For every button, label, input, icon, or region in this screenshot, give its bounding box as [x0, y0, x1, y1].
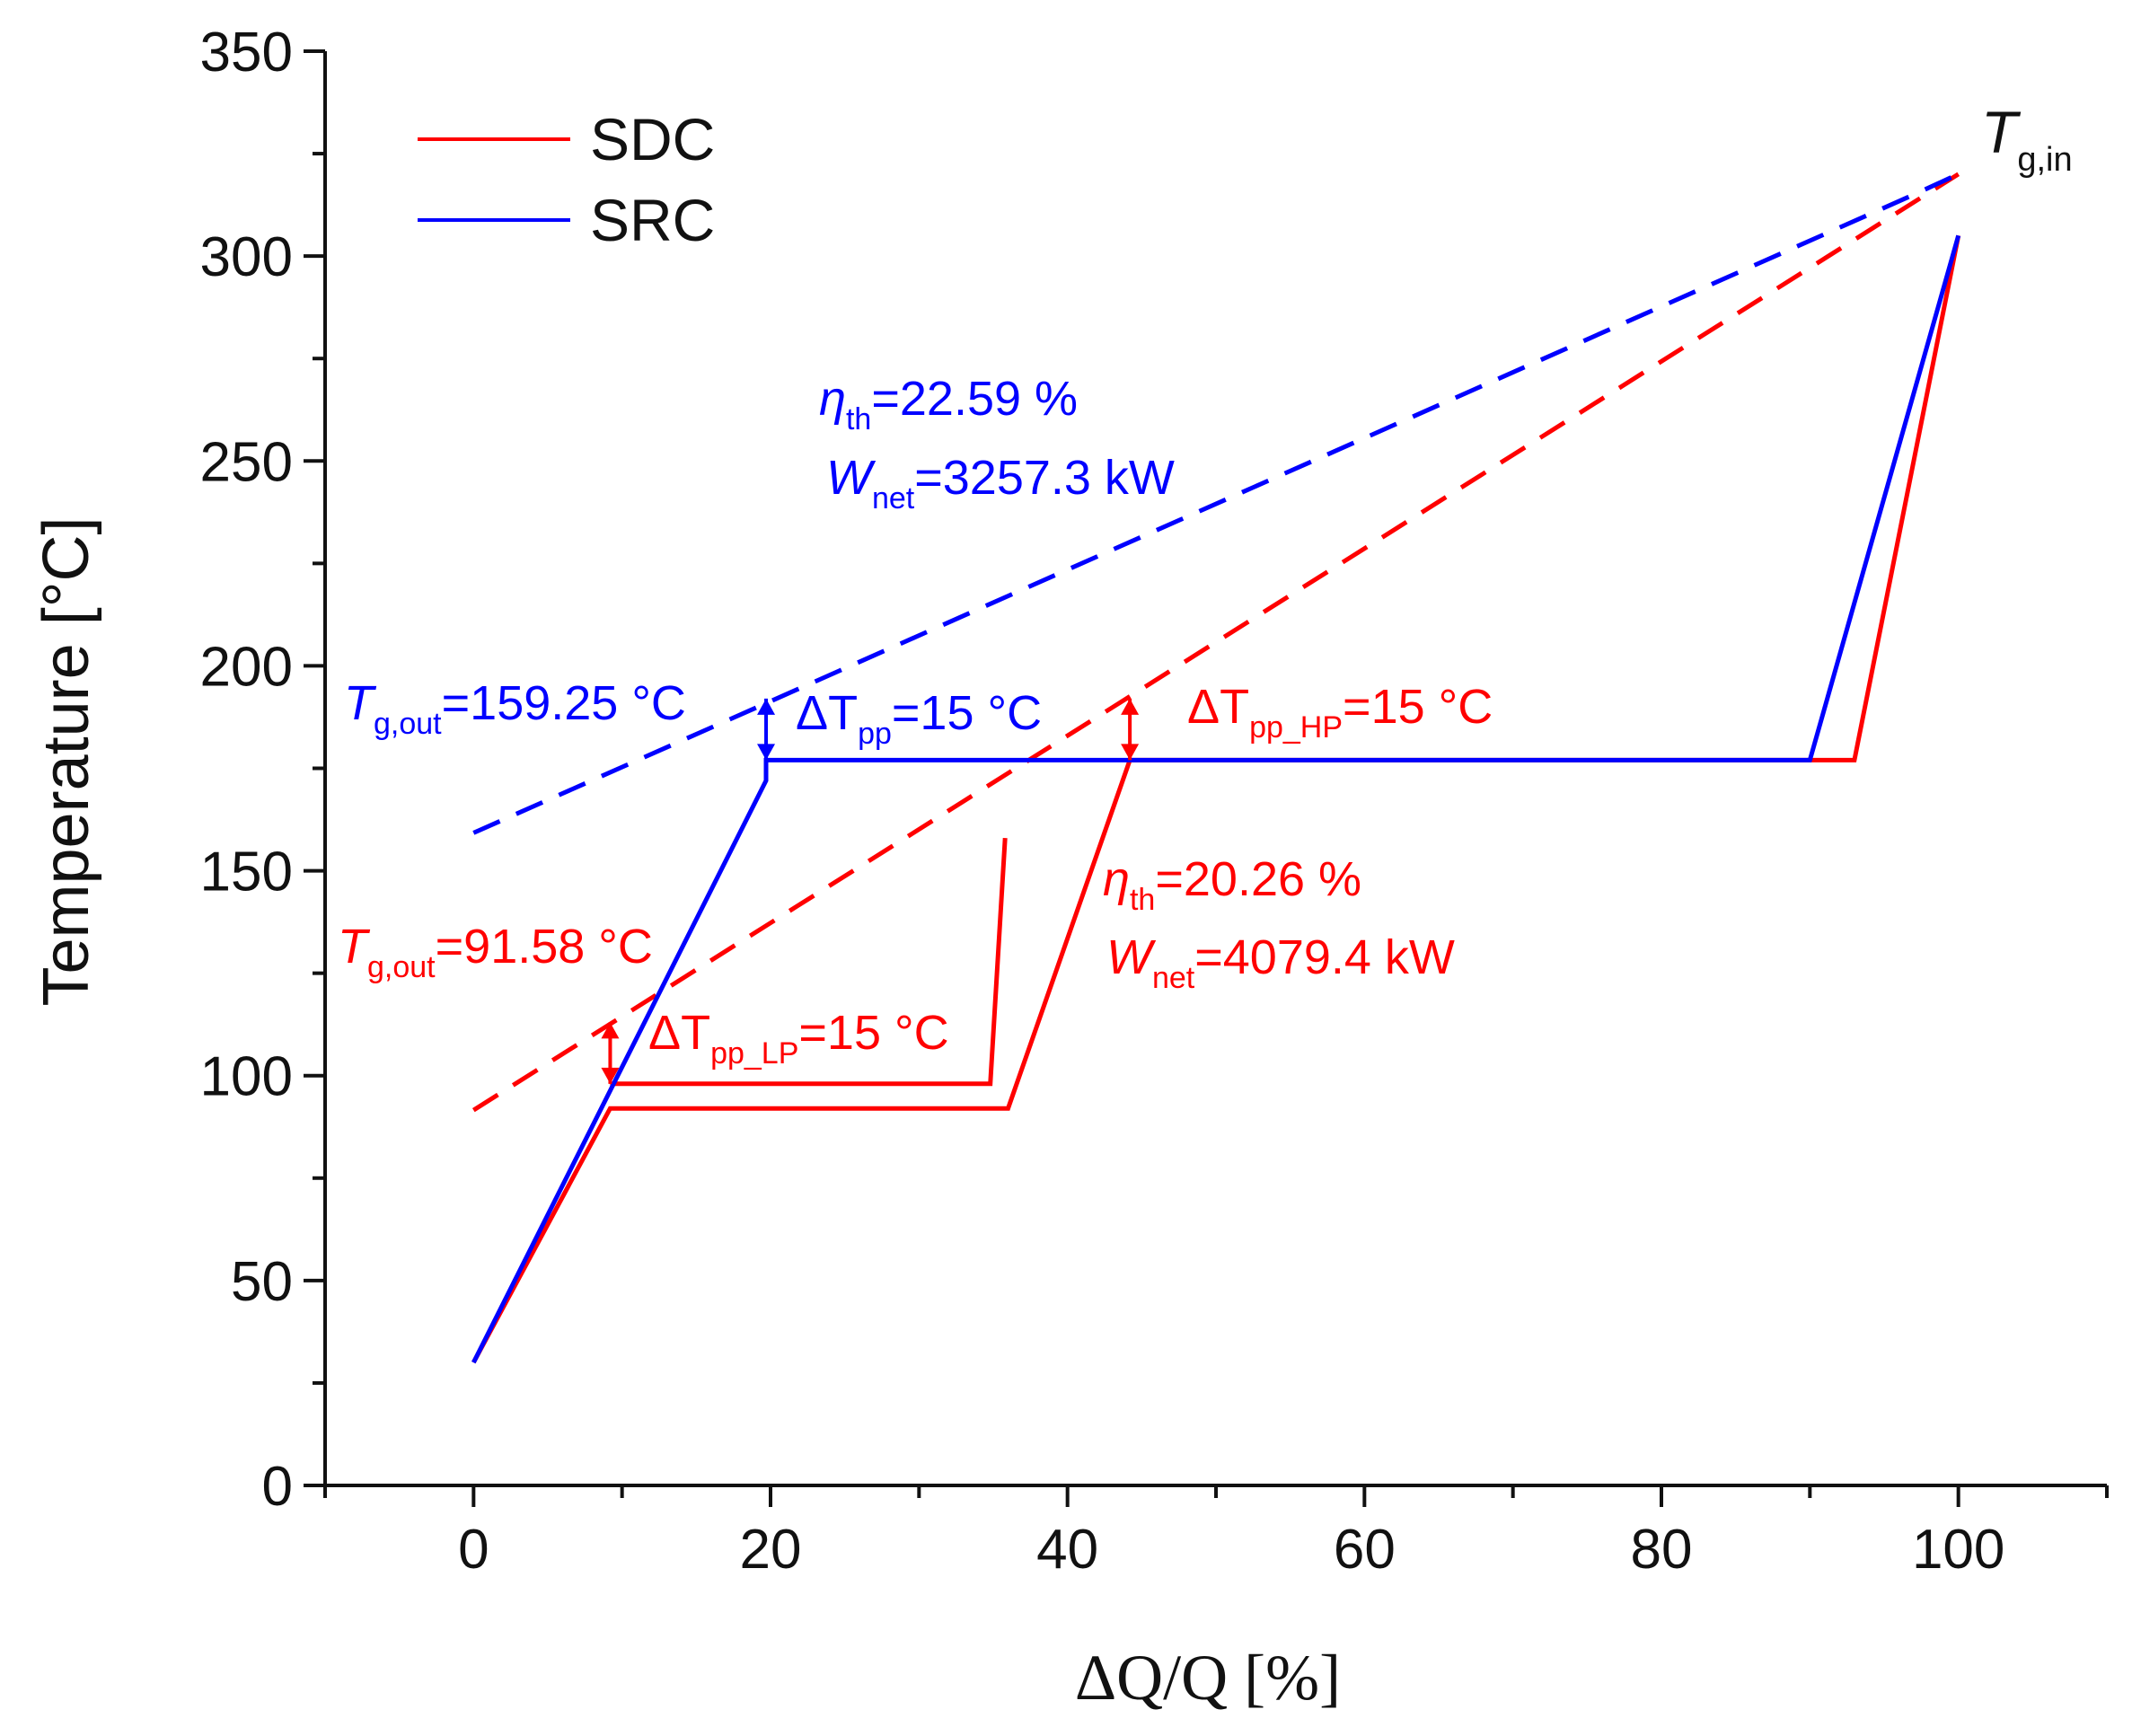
pinch-arrow-up [1121, 698, 1140, 715]
series-layer [471, 172, 1961, 1364]
legend-label-src: SRC [590, 187, 715, 253]
annotation-src-wnet: Wnet=3257.3 kW [826, 451, 1175, 516]
x-tick-label: 40 [1036, 1519, 1098, 1581]
y-tick-label: 200 [200, 636, 293, 698]
pinch-arrow-up [757, 698, 776, 715]
annotation-src-eta: ηth=22.59 % [819, 372, 1078, 436]
pinch-arrow-up [601, 1022, 620, 1039]
annotation-tgin: Tg,in [1981, 99, 2073, 179]
legend: SDC SRC [418, 106, 715, 253]
series-sdc-working-fluid-LP [610, 837, 1008, 1087]
annotation-sdc-wnet: Wnet=4079.4 kW [1106, 930, 1455, 995]
pinch-marker-layer [601, 698, 1140, 1084]
y-tick-label: 150 [200, 842, 293, 903]
y-tick-label: 100 [200, 1046, 293, 1108]
x-tick-label: 100 [1912, 1519, 2004, 1581]
y-axis-title: Temperature [°C] [31, 517, 102, 1007]
series-src-working-fluid [471, 234, 1961, 1364]
y-tick-label: 250 [200, 431, 293, 493]
x-axis-title: ΔQ/Q [%] [1075, 1642, 1341, 1714]
x-tick-label: 60 [1334, 1519, 1396, 1581]
pinch-arrow-down [601, 1067, 620, 1084]
y-tick-label: 0 [262, 1456, 293, 1518]
x-tick-label: 80 [1631, 1519, 1693, 1581]
y-tick-label: 350 [200, 22, 293, 84]
y-tick-label: 300 [200, 226, 293, 288]
y-tick-label: 50 [231, 1251, 293, 1313]
x-tick-label: 20 [740, 1519, 802, 1581]
annotation-sdc-eta: ηth=20.26 % [1103, 852, 1361, 917]
annotation-src-tgout: Tg,out=159.25 °C [344, 676, 686, 741]
annotation-sdc-dtpp-hp: ΔTpp_HP=15 °C [1187, 680, 1493, 745]
series-sdc-heat-source [471, 172, 1960, 1113]
series-src-heat-source [472, 172, 1960, 835]
x-tick-label: 0 [458, 1519, 489, 1581]
legend-label-sdc: SDC [590, 106, 715, 172]
annotation-sdc-tgout: Tg,out=91.58 °C [338, 920, 653, 984]
series-sdc-working-fluid [471, 234, 1961, 1364]
annotation-src-dtpp: ΔTpp=15 °C [796, 686, 1042, 751]
pinch-arrow-down [757, 744, 776, 761]
axes: 0 50 100 150 200 250 300 350 0 20 40 60 80 100 [200, 22, 2109, 1581]
annotation-sdc-dtpp-lp: ΔTpp_LP=15 °C [648, 1006, 949, 1071]
pinch-arrow-down [1121, 744, 1140, 761]
